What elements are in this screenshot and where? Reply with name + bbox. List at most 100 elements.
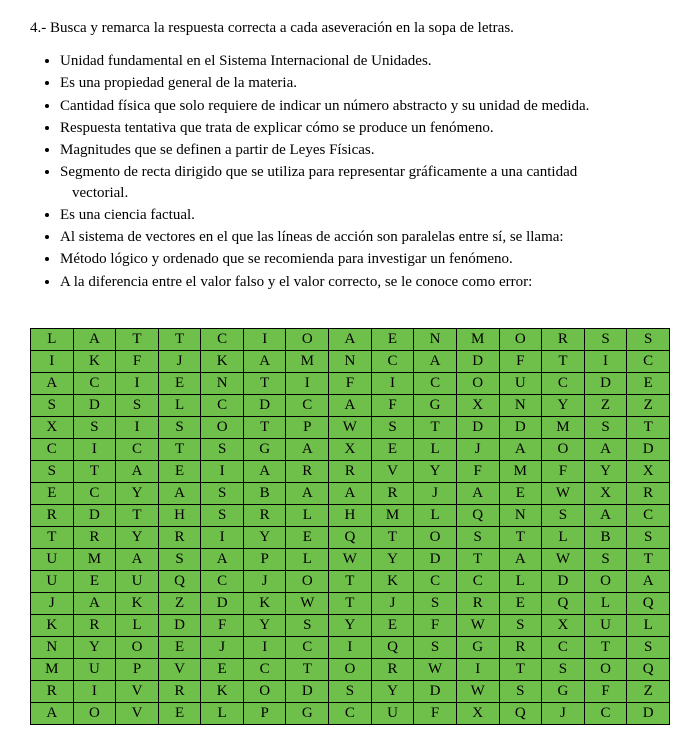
- grid-cell: I: [456, 658, 499, 680]
- grid-cell: F: [456, 460, 499, 482]
- grid-cell: M: [542, 416, 585, 438]
- grid-cell: N: [499, 504, 542, 526]
- grid-cell: A: [329, 394, 372, 416]
- grid-cell: V: [116, 680, 159, 702]
- grid-cell: A: [116, 460, 159, 482]
- grid-cell: O: [499, 328, 542, 350]
- grid-cell: O: [73, 702, 116, 724]
- grid-cell: K: [243, 592, 286, 614]
- grid-cell: I: [243, 328, 286, 350]
- grid-cell: A: [329, 328, 372, 350]
- grid-cell: J: [158, 350, 201, 372]
- grid-cell: T: [158, 328, 201, 350]
- grid-cell: Y: [329, 614, 372, 636]
- grid-cell: R: [31, 504, 74, 526]
- grid-cell: S: [627, 636, 670, 658]
- grid-row: RDTHSRLHMLQNSAC: [31, 504, 670, 526]
- grid-cell: S: [542, 504, 585, 526]
- grid-cell: W: [414, 658, 457, 680]
- grid-cell: C: [243, 658, 286, 680]
- grid-cell: K: [116, 592, 159, 614]
- grid-cell: L: [286, 504, 329, 526]
- grid-cell: O: [286, 328, 329, 350]
- grid-row: JAKZDKWTJSREQLQ: [31, 592, 670, 614]
- grid-cell: T: [329, 570, 372, 592]
- grid-cell: E: [286, 526, 329, 548]
- grid-cell: C: [627, 350, 670, 372]
- grid-row: UEUQCJOTKCCLDOA: [31, 570, 670, 592]
- grid-cell: I: [116, 416, 159, 438]
- grid-cell: C: [456, 570, 499, 592]
- grid-cell: L: [414, 438, 457, 460]
- assertion-continuation: vectorial.: [72, 183, 669, 203]
- grid-cell: K: [201, 680, 244, 702]
- grid-cell: O: [243, 680, 286, 702]
- grid-cell: P: [243, 702, 286, 724]
- grid-cell: Q: [329, 526, 372, 548]
- grid-cell: X: [584, 482, 627, 504]
- grid-cell: J: [456, 438, 499, 460]
- grid-cell: D: [414, 680, 457, 702]
- grid-cell: C: [286, 636, 329, 658]
- grid-cell: R: [243, 504, 286, 526]
- grid-cell: C: [542, 372, 585, 394]
- grid-row: NYOEJICIQSGRCTS: [31, 636, 670, 658]
- grid-cell: E: [158, 460, 201, 482]
- grid-cell: L: [158, 394, 201, 416]
- grid-cell: A: [456, 482, 499, 504]
- grid-cell: N: [329, 350, 372, 372]
- grid-cell: Y: [243, 526, 286, 548]
- grid-cell: F: [584, 680, 627, 702]
- grid-cell: R: [456, 592, 499, 614]
- grid-row: MUPVECTORWITSOQ: [31, 658, 670, 680]
- question-title: 4.- Busca y remarca la respuesta correct…: [30, 20, 669, 37]
- grid-cell: T: [31, 526, 74, 548]
- grid-cell: W: [286, 592, 329, 614]
- grid-cell: E: [31, 482, 74, 504]
- grid-cell: M: [371, 504, 414, 526]
- grid-cell: D: [201, 592, 244, 614]
- grid-row: ECYASBAARJAEWXR: [31, 482, 670, 504]
- grid-cell: T: [243, 416, 286, 438]
- grid-cell: T: [286, 658, 329, 680]
- grid-cell: O: [542, 438, 585, 460]
- grid-cell: C: [371, 350, 414, 372]
- grid-cell: L: [542, 526, 585, 548]
- grid-cell: W: [329, 416, 372, 438]
- grid-cell: T: [158, 438, 201, 460]
- grid-cell: A: [584, 438, 627, 460]
- grid-cell: T: [371, 526, 414, 548]
- grid-cell: A: [31, 702, 74, 724]
- grid-cell: D: [584, 372, 627, 394]
- grid-cell: A: [414, 350, 457, 372]
- grid-cell: C: [627, 504, 670, 526]
- grid-cell: H: [158, 504, 201, 526]
- grid-cell: D: [627, 702, 670, 724]
- grid-cell: S: [201, 482, 244, 504]
- grid-cell: S: [116, 394, 159, 416]
- grid-cell: Y: [371, 548, 414, 570]
- grid-cell: I: [201, 460, 244, 482]
- grid-cell: G: [456, 636, 499, 658]
- grid-cell: S: [329, 680, 372, 702]
- grid-cell: I: [286, 372, 329, 394]
- grid-cell: F: [329, 372, 372, 394]
- grid-cell: S: [542, 658, 585, 680]
- grid-cell: S: [499, 614, 542, 636]
- grid-cell: D: [627, 438, 670, 460]
- assertion-item: A la diferencia entre el valor falso y e…: [60, 272, 669, 292]
- grid-cell: C: [329, 702, 372, 724]
- grid-cell: S: [158, 416, 201, 438]
- grid-cell: T: [584, 636, 627, 658]
- grid-cell: S: [627, 526, 670, 548]
- grid-cell: N: [499, 394, 542, 416]
- grid-cell: Y: [542, 394, 585, 416]
- assertion-item: Es una propiedad general de la materia.: [60, 73, 669, 93]
- grid-cell: X: [627, 460, 670, 482]
- grid-cell: R: [158, 680, 201, 702]
- grid-cell: X: [31, 416, 74, 438]
- grid-cell: V: [158, 658, 201, 680]
- grid-cell: A: [329, 482, 372, 504]
- grid-cell: H: [329, 504, 372, 526]
- grid-cell: Q: [499, 702, 542, 724]
